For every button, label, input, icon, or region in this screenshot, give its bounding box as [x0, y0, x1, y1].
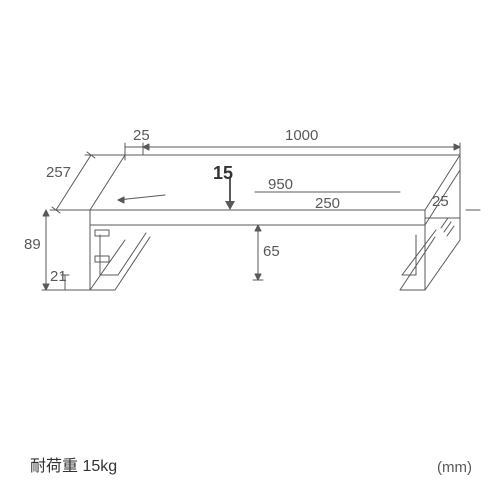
dim-65: 65: [263, 243, 280, 260]
dim-257: 257: [46, 164, 71, 181]
dim-25-right: 25: [432, 193, 449, 210]
unit-label: (mm): [437, 459, 472, 476]
load-label: 耐荷重 15kg: [30, 452, 117, 476]
dim-15: 15: [213, 163, 233, 184]
dim-950: 950: [268, 176, 293, 193]
dim-1000: 1000: [285, 127, 318, 144]
drawing: [0, 0, 500, 500]
dim-89: 89: [24, 236, 41, 253]
dim-250: 250: [315, 195, 340, 212]
dim-21: 21: [50, 268, 67, 285]
dim-25-left: 25: [133, 127, 150, 144]
diagram-stage: 257 25 1000 89 21 15 950 250 25 65 耐荷重 1…: [0, 0, 500, 500]
